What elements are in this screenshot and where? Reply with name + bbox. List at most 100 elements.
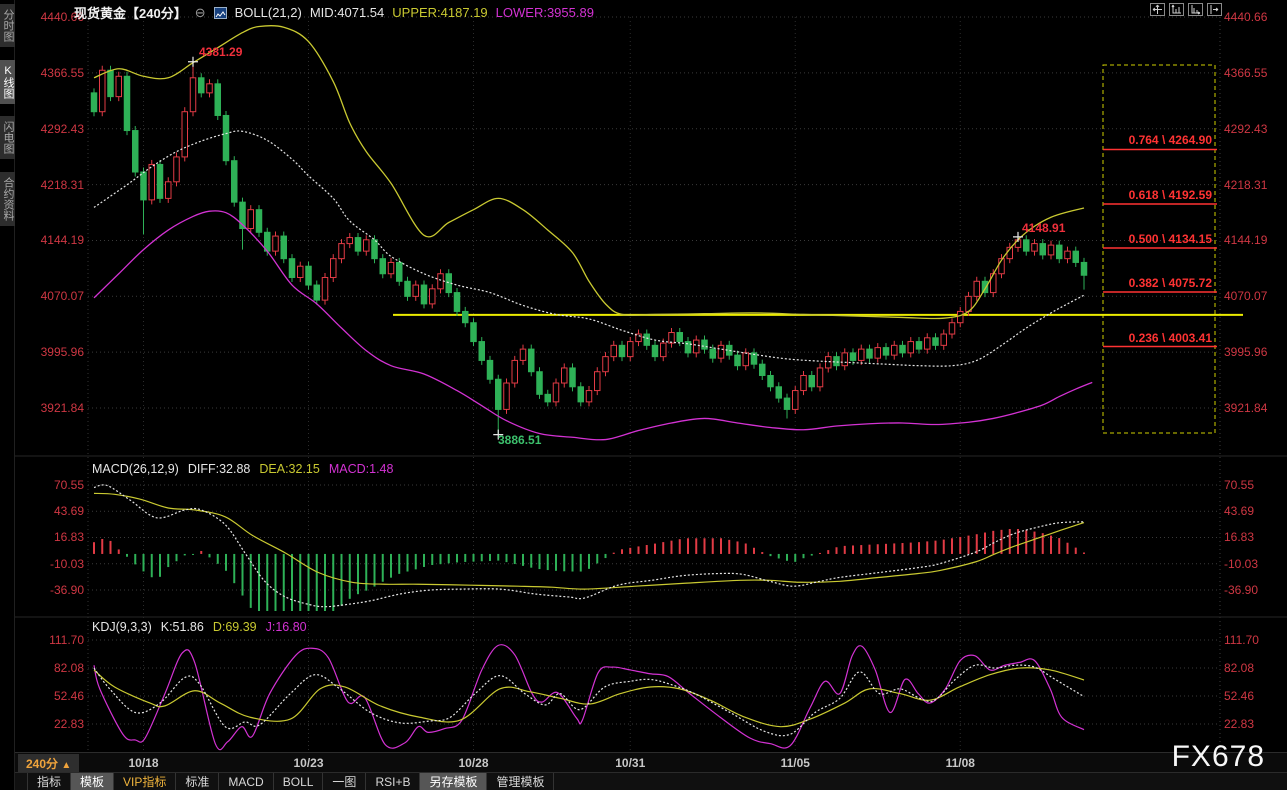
fib-level-label: 0.500 \ 4134.15 — [1128, 232, 1212, 246]
macd-hist-bar — [109, 540, 112, 554]
x-axis-date-label: 10/18 — [128, 756, 159, 770]
candle — [198, 77, 205, 94]
kdj-k-value: K:51.86 — [160, 620, 204, 634]
candle — [354, 237, 362, 252]
candle — [594, 371, 601, 392]
macd-hist-bar — [918, 542, 920, 554]
y-axis-label: 4440.66 — [1224, 10, 1268, 24]
macd-hist-bar — [1000, 529, 1003, 554]
marker-layer — [188, 56, 1023, 440]
x-axis-date-row: 240分 ▲ 10/18 10/23 10/28 10/31 11/05 11/08 — [15, 752, 1287, 773]
sidebar-tab-4[interactable]: 合约资料 — [0, 172, 15, 226]
macd-hist-bar — [637, 546, 640, 554]
bottom-tab-2[interactable]: 模板 — [71, 773, 115, 790]
macd-hist-bar — [860, 545, 863, 554]
bottom-tab-9[interactable]: 另存模板 — [420, 773, 488, 790]
macd-hist-bar — [208, 553, 211, 558]
timeframe-selector[interactable]: 240分 ▲ — [18, 754, 80, 773]
candle — [833, 356, 840, 367]
bottom-tab-4[interactable]: 标准 — [176, 773, 220, 790]
collapse-indicator-icon[interactable]: ⊖ — [194, 5, 206, 20]
bottom-tab-10[interactable]: 管理模板 — [487, 773, 555, 790]
collapse-panel-icon[interactable] — [1207, 3, 1222, 16]
candle — [313, 284, 320, 301]
candle — [363, 239, 370, 252]
sidebar-tab-1[interactable]: 分时图 — [0, 4, 15, 47]
fib-retracement-layer — [1102, 64, 1217, 434]
macd-hist-bar — [893, 543, 896, 554]
macd-hist-bar — [951, 538, 953, 554]
y-axis-label: 4366.55 — [1224, 65, 1268, 80]
sidebar-tab-2[interactable]: K线图 — [0, 60, 15, 104]
bottom-tab-5[interactable]: MACD — [219, 773, 274, 790]
candle — [321, 277, 329, 301]
macd-hist-bar — [621, 549, 623, 554]
candle — [709, 348, 716, 359]
y-axis-scale-icon[interactable] — [1169, 3, 1184, 16]
y-axis-label: 4070.07 — [1224, 289, 1268, 304]
macd-hist-bar — [480, 553, 483, 562]
macd-diff-value: DIFF:32.88 — [187, 462, 251, 476]
candle — [808, 374, 815, 388]
x-axis-scale-icon[interactable] — [1188, 3, 1203, 16]
y-axis-label: 4144.19 — [1224, 233, 1268, 248]
rally-high-price-label: 4148.91 — [1022, 221, 1066, 235]
macd-hist-bar — [1050, 535, 1052, 554]
macd-hist-bar — [117, 549, 120, 554]
y-axis-label: 70.55 — [53, 478, 84, 492]
bottom-tab-6[interactable]: BOLL — [274, 773, 324, 790]
candle — [189, 77, 197, 113]
x-axis-date-label: 10/28 — [458, 756, 489, 770]
sidebar-tab-3[interactable]: 闪电图 — [0, 116, 15, 159]
macd-hist-bar — [167, 553, 170, 568]
macd-hist-bar — [794, 553, 797, 562]
candle — [297, 265, 304, 279]
kdj-d-value: D:69.39 — [212, 620, 257, 634]
macd-layer — [93, 484, 1085, 611]
macd-hist-bar — [456, 553, 458, 563]
move-tool-icon[interactable] — [1150, 3, 1165, 16]
bottom-tab-8[interactable]: RSI+B — [366, 773, 421, 790]
macd-hist-bar — [654, 543, 656, 554]
macd-hist-bar — [472, 553, 475, 562]
candle — [280, 235, 287, 260]
macd-hist-bar — [876, 544, 879, 554]
candle — [1039, 243, 1046, 256]
candle — [1056, 244, 1063, 260]
candle — [1047, 244, 1055, 256]
candle — [123, 75, 131, 132]
candle — [693, 339, 700, 354]
macd-hist-bar — [753, 547, 755, 554]
macd-hist-bar — [777, 553, 780, 559]
boll-upper-value: UPPER:4187.19 — [392, 5, 488, 20]
y-axis-label: 16.83 — [1224, 530, 1255, 545]
macd-hist-bar — [398, 553, 401, 574]
boll-layer — [93, 24, 1093, 441]
macd-hist-bar — [439, 553, 442, 565]
indicator-chart-icon[interactable] — [213, 6, 227, 19]
y-axis-label: -10.03 — [1224, 556, 1259, 571]
candle — [222, 114, 230, 162]
candle — [932, 337, 939, 346]
candle — [165, 181, 172, 199]
price-cross-marker — [188, 56, 198, 67]
y-axis-label: 3921.84 — [40, 401, 84, 415]
macd-hist-bar — [934, 540, 937, 554]
candle — [173, 156, 180, 183]
macd-hist-bar — [835, 547, 838, 554]
bottom-tab-1[interactable]: 指标 — [27, 773, 72, 790]
candle — [627, 341, 634, 358]
candle — [800, 374, 807, 392]
candle — [412, 284, 419, 297]
fib-level-label: 0.764 \ 4264.90 — [1128, 133, 1212, 148]
macd-hist-bar — [802, 553, 805, 559]
bottom-tab-3[interactable]: VIP指标 — [114, 773, 177, 790]
candle — [759, 363, 766, 376]
bottom-tab-7[interactable]: 一图 — [323, 773, 367, 790]
macd-hist-bar — [596, 553, 599, 564]
macd-hist-bar — [736, 541, 739, 554]
candle — [792, 390, 799, 410]
candle — [396, 261, 403, 282]
y-axis-label: -10.03 — [49, 556, 84, 571]
